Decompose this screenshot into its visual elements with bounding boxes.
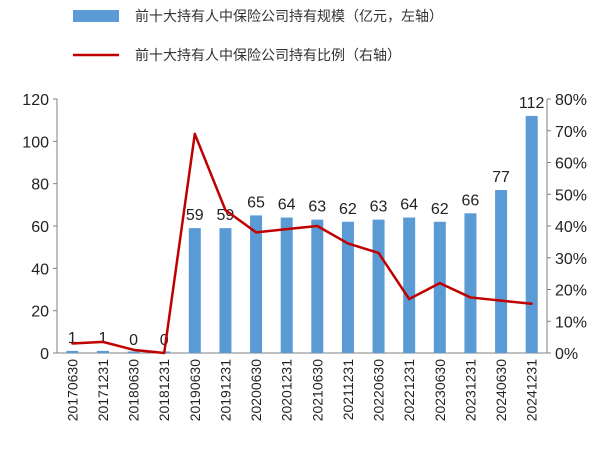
plot-area: 0204060801001200%10%20%30%40%50%60%70%80…: [22, 92, 587, 421]
bar-data-label: 112: [519, 95, 545, 112]
bar-data-label: 0: [129, 332, 138, 349]
y-left-tick-label: 20: [31, 304, 49, 321]
y-left-tick-label: 100: [22, 134, 49, 151]
x-tick-label: 20171231: [95, 359, 111, 422]
bar-data-label: 62: [339, 201, 357, 218]
ratio-point: [162, 351, 166, 355]
bar-data-label: 59: [217, 207, 235, 224]
legend-bar-swatch: [73, 10, 119, 22]
ratio-line: [72, 132, 532, 355]
legend: 前十大持有人中保险公司持有规模（亿元，左轴） 前十大持有人中保险公司持有比例（右…: [73, 8, 443, 64]
bar-data-label: 64: [278, 197, 296, 214]
x-tick-label: 20190630: [187, 359, 203, 422]
ratio-point: [224, 208, 227, 212]
y-right-tick-label: 50%: [555, 187, 587, 204]
bar: [433, 221, 446, 353]
bar-data-label: 64: [400, 197, 418, 214]
bar: [66, 350, 79, 353]
bar-data-label: 63: [370, 199, 388, 216]
y-left-tick-label: 0: [40, 346, 49, 363]
bar: [250, 215, 263, 353]
x-tick-label: 20221231: [401, 359, 417, 422]
bar-data-label: 1: [98, 330, 107, 347]
y-right-tick-label: 80%: [555, 92, 587, 109]
x-tick-label: 20231231: [462, 359, 478, 422]
y-left-tick-label: 80: [31, 177, 49, 194]
x-tick-label: 20181231: [156, 359, 172, 422]
x-tick-label: 20220630: [371, 359, 387, 422]
bar: [219, 228, 232, 353]
y-left-tick-label: 40: [31, 261, 49, 278]
y-left-tick-label: 60: [31, 219, 49, 236]
ratio-point: [407, 297, 411, 301]
ratio-point: [71, 342, 74, 345]
x-tick-label: 20201231: [279, 359, 295, 422]
bar: [341, 221, 354, 353]
y-right-tick-label: 10%: [555, 314, 587, 331]
bar-data-label: 66: [462, 192, 480, 209]
x-tick-label: 20241231: [524, 359, 540, 422]
bar-data-label: 77: [492, 169, 510, 186]
bar: [525, 115, 538, 353]
bar-data-label: 62: [431, 201, 449, 218]
bar: [403, 217, 416, 353]
y-right-tick-label: 60%: [555, 156, 587, 173]
ratio-point: [469, 296, 472, 299]
ratio-point: [132, 348, 135, 352]
x-tick-label: 20200630: [248, 359, 264, 422]
ratio-point: [438, 281, 442, 285]
bar: [464, 213, 477, 353]
ratio-point: [254, 231, 258, 234]
y-left-tick-label: 120: [22, 92, 49, 109]
bar-data-label: 63: [308, 199, 326, 216]
legend-line-label: 前十大持有人中保险公司持有比例（右轴）: [135, 47, 401, 64]
x-tick-label: 20230630: [432, 359, 448, 422]
y-right-tick-label: 70%: [555, 124, 587, 141]
ratio-point: [499, 299, 503, 302]
ratio-point: [530, 302, 533, 305]
ratio-point: [193, 132, 197, 136]
x-tick-label: 20210630: [309, 359, 325, 422]
x-tick-label: 20191231: [217, 359, 233, 422]
x-tick-label: 20211231: [340, 359, 356, 420]
bar-data-label: 0: [160, 332, 169, 349]
y-right-tick-label: 40%: [555, 219, 587, 236]
bar: [311, 219, 324, 353]
y-right-tick-label: 0%: [555, 346, 578, 363]
bar-data-label: 65: [247, 194, 265, 211]
ratio-point: [316, 224, 319, 228]
x-tick-label: 20170630: [64, 359, 80, 422]
bar-data-label: 59: [186, 207, 204, 224]
bar: [127, 351, 140, 353]
bar: [495, 190, 508, 353]
y-right-tick-label: 30%: [555, 251, 587, 268]
bar: [96, 350, 109, 353]
x-tick-label: 20240630: [493, 359, 509, 422]
ratio-point: [377, 251, 380, 255]
x-tick-label: 20180630: [126, 359, 142, 422]
y-right-tick-label: 20%: [555, 283, 587, 300]
bar: [188, 228, 201, 353]
legend-bar-label: 前十大持有人中保险公司持有规模（亿元，左轴）: [135, 8, 443, 25]
bar: [372, 219, 385, 353]
ratio-point: [346, 242, 350, 245]
ratio-point: [101, 340, 105, 344]
bar-data-label: 1: [68, 330, 77, 347]
ratio-point: [285, 227, 288, 231]
bar: [280, 217, 293, 353]
